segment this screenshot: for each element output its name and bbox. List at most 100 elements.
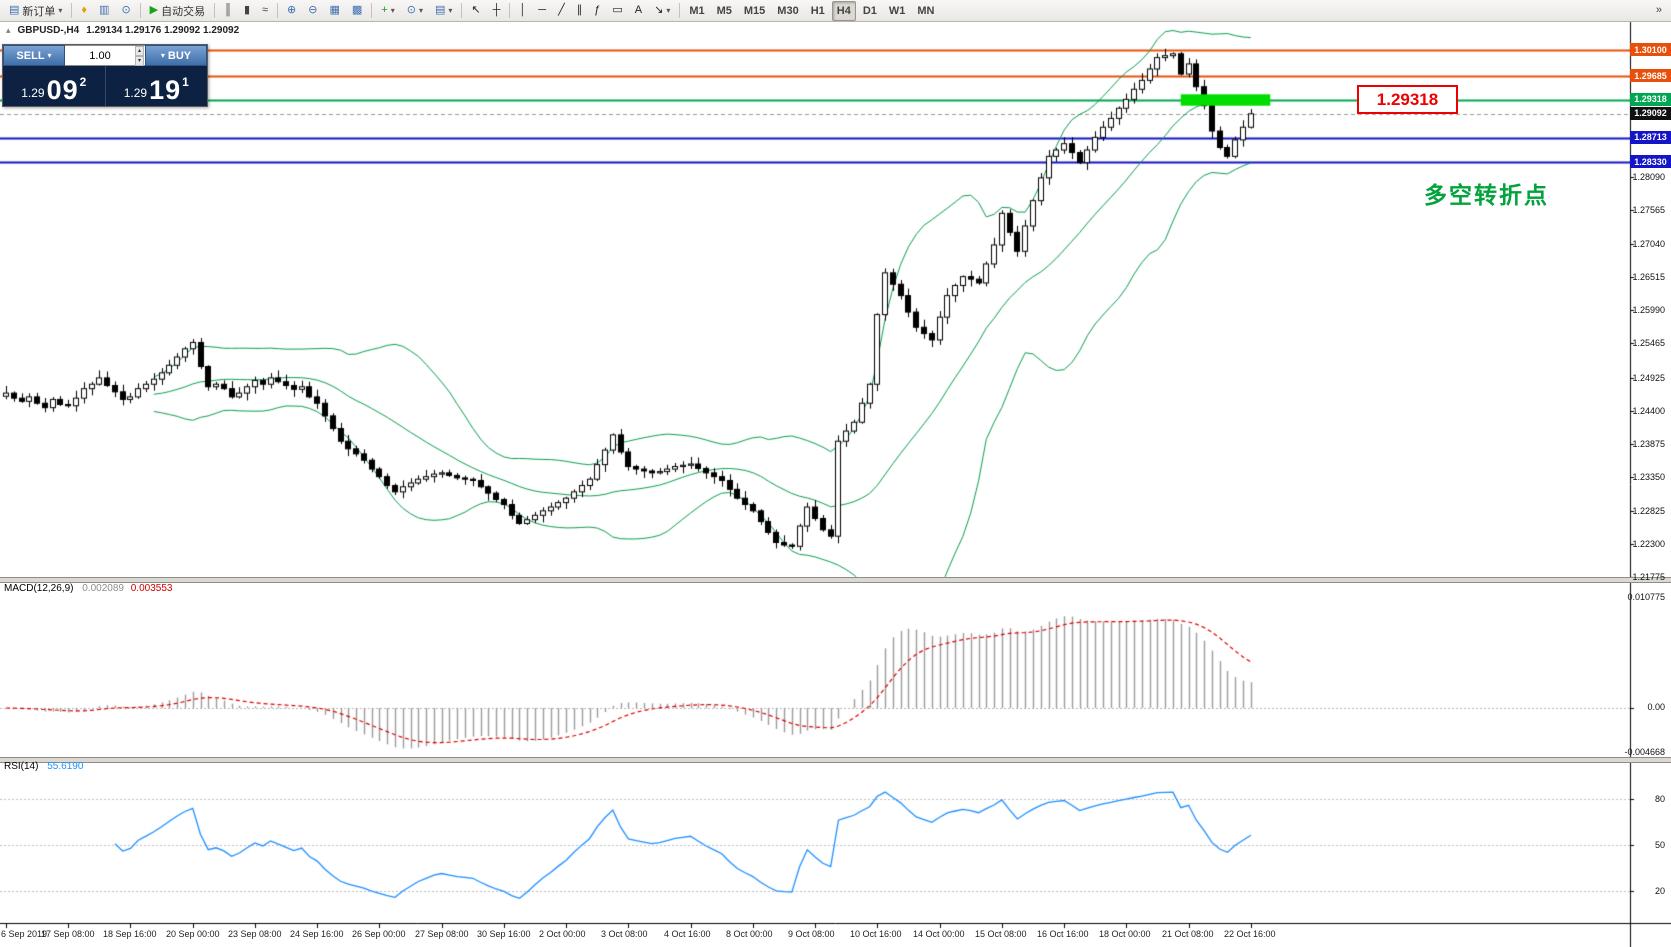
timeframe-w1-label: W1 bbox=[888, 4, 906, 17]
lot-decrease-button[interactable]: ▾ bbox=[134, 55, 144, 66]
arrows-button[interactable]: ↘ ▾ bbox=[649, 1, 675, 21]
caret-down-icon: ▾ bbox=[58, 6, 63, 15]
favorites-button[interactable]: ♦ bbox=[76, 1, 92, 21]
time-axis-label: 20 Sep 00:00 bbox=[166, 929, 220, 939]
refresh-button[interactable]: ⊙ bbox=[116, 1, 135, 21]
timeframe-m5[interactable]: M5 bbox=[712, 1, 737, 21]
timeframe-w1[interactable]: W1 bbox=[884, 1, 911, 21]
zoom-in-icon: ⊕ bbox=[287, 4, 297, 16]
timeframe-mn-label: MN bbox=[917, 4, 935, 17]
lot-spinner: ▴ ▾ bbox=[134, 45, 144, 66]
horizontal-line-button[interactable]: ─ bbox=[533, 1, 551, 21]
panel-divider-rsi[interactable] bbox=[0, 757, 1671, 763]
cascade-windows-button[interactable]: ▩ bbox=[347, 1, 367, 21]
caret-down-icon[interactable]: ▾ bbox=[160, 51, 165, 60]
fibonacci-icon: ƒ bbox=[594, 4, 601, 16]
toolbar-separator bbox=[679, 3, 681, 18]
panel-divider-macd[interactable] bbox=[0, 577, 1671, 583]
bid-prefix: 1.29 bbox=[21, 86, 45, 100]
ask-prefix: 1.29 bbox=[123, 86, 148, 100]
fibonacci-button[interactable]: ƒ bbox=[589, 1, 605, 21]
symbol-title: GBPUSD-,H4 bbox=[17, 25, 80, 36]
profiles-button[interactable]: ▥ bbox=[94, 1, 114, 21]
vertical-line-button[interactable]: │ bbox=[514, 1, 531, 21]
lot-size-field: ▴ ▾ bbox=[65, 45, 145, 66]
timeframe-d1[interactable]: D1 bbox=[858, 1, 882, 21]
indicators-button[interactable]: + ▾ bbox=[376, 1, 399, 21]
crosshair-button[interactable]: ┼ bbox=[488, 1, 506, 21]
timeframe-m30-label: M30 bbox=[777, 4, 799, 17]
time-axis-label: 17 Sep 08:00 bbox=[41, 929, 95, 939]
time-axis-label: 4 Oct 16:00 bbox=[664, 929, 711, 939]
cascade-windows-icon: ▩ bbox=[351, 4, 363, 16]
zoom-out-button[interactable]: ⊖ bbox=[303, 1, 322, 21]
zoom-in-button[interactable]: ⊕ bbox=[282, 1, 301, 21]
sell-button[interactable]: SELL ▾ bbox=[3, 45, 65, 66]
horizontal-line-icon: ─ bbox=[538, 4, 547, 16]
line-chart-icon: ≈ bbox=[262, 4, 269, 16]
toolbar-separator bbox=[277, 3, 279, 18]
new-order-button-label: 新订单 bbox=[22, 5, 56, 18]
time-axis-label: 30 Sep 16:00 bbox=[477, 929, 531, 939]
time-axis-label: 3 Oct 08:00 bbox=[601, 929, 648, 939]
price-tick-label: 1.23875 bbox=[1632, 439, 1665, 450]
macd-scale-top: 0.010775 bbox=[1627, 592, 1665, 602]
resistance-1-tag: 1.30100 bbox=[1630, 43, 1671, 56]
oct-collapse-arrow[interactable]: ▴ bbox=[6, 25, 11, 35]
time-axis-label: 26 Sep 00:00 bbox=[352, 929, 406, 939]
text-button[interactable]: A bbox=[630, 1, 647, 21]
bar-chart-button[interactable]: ║ bbox=[219, 1, 237, 21]
line-chart-button[interactable]: ≈ bbox=[257, 1, 273, 21]
price-tick-label: 1.22825 bbox=[1632, 505, 1665, 516]
caret-down-icon[interactable]: ▾ bbox=[47, 51, 52, 60]
price-level-callout[interactable]: 1.29318 bbox=[1357, 85, 1458, 114]
candlestick-chart-button[interactable]: ▮ bbox=[239, 1, 255, 21]
price-tick-label: 1.25990 bbox=[1632, 305, 1665, 316]
new-order-button[interactable]: ▤ 新订单 ▾ bbox=[4, 1, 67, 21]
macd-scale-bottom: -0.004668 bbox=[1624, 747, 1665, 757]
timeframe-m15[interactable]: M15 bbox=[739, 1, 770, 21]
cursor-button[interactable]: ↖ bbox=[466, 1, 485, 21]
price-tick-label: 1.26515 bbox=[1632, 271, 1665, 282]
resistance-2-tag: 1.29685 bbox=[1630, 69, 1671, 83]
time-axis-label: 2 Oct 00:00 bbox=[539, 929, 586, 939]
autotrading-button[interactable]: ▶ 自动交易 bbox=[145, 1, 210, 21]
channel-button[interactable]: ∥ bbox=[572, 1, 588, 21]
timeframe-mn[interactable]: MN bbox=[912, 1, 939, 21]
templates-button[interactable]: ▤ ▾ bbox=[430, 1, 457, 21]
buy-button[interactable]: ▾ BUY bbox=[145, 45, 207, 66]
template-icon: ▤ bbox=[434, 4, 446, 16]
turning-point-annotation[interactable]: 多空转折点 bbox=[1424, 182, 1549, 208]
buy-button-label: BUY bbox=[167, 49, 192, 62]
lot-size-input[interactable] bbox=[65, 46, 145, 65]
symbol-ohlc-values: 1.29134 1.29176 1.29092 1.29092 bbox=[86, 25, 240, 36]
macd-scale-zero: 0.00 bbox=[1647, 702, 1665, 712]
bid-pip-digit: 2 bbox=[79, 75, 87, 89]
toolbar: ▤ 新订单 ▾ ♦ ▥ ⊙ ▶ 自动交易 ║ ▮ ≈ ⊕ ⊖ ▦ ▩ + ▾ ⊙ ▾ ▤ ▾ ↖ ┼ │ ─ ╱ ∥ ƒ ▭ A ↘ ▾ M1 M… bbox=[0, 0, 1671, 22]
toolbar-more-button[interactable]: » bbox=[1651, 1, 1667, 21]
rsi-scale-50: 50 bbox=[1654, 840, 1665, 850]
timeframe-m1[interactable]: M1 bbox=[684, 1, 709, 21]
text-icon: A bbox=[634, 4, 643, 16]
tile-windows-button[interactable]: ▦ bbox=[324, 1, 344, 21]
time-axis-label: 22 Oct 16:00 bbox=[1224, 929, 1276, 939]
time-axis-label: 16 Oct 16:00 bbox=[1037, 929, 1089, 939]
trade-panel-quotes: 1.29 09 2 1.29 19 1 bbox=[3, 66, 207, 106]
trendline-button[interactable]: ╱ bbox=[553, 1, 570, 21]
favorites-icon: ♦ bbox=[81, 4, 88, 16]
price-tick-label: 1.27040 bbox=[1632, 238, 1665, 249]
timeframe-h4[interactable]: H4 bbox=[831, 0, 856, 21]
caret-down-icon: ▾ bbox=[418, 6, 423, 15]
caret-down-icon: ▾ bbox=[666, 6, 671, 15]
time-axis-label: 18 Oct 00:00 bbox=[1099, 929, 1151, 939]
timeframe-h1[interactable]: H1 bbox=[806, 1, 830, 21]
price-tick-label: 1.21775 bbox=[1632, 572, 1665, 582]
periods-button[interactable]: ⊙ ▾ bbox=[402, 1, 428, 21]
lot-increase-button[interactable]: ▴ bbox=[134, 45, 144, 56]
shapes-button[interactable]: ▭ bbox=[607, 1, 627, 21]
price-tick-label: 1.24400 bbox=[1632, 405, 1665, 416]
timeframe-m30[interactable]: M30 bbox=[772, 1, 803, 21]
symbol-info: ▴ GBPUSD-,H4 1.29134 1.29176 1.29092 1.2… bbox=[6, 25, 239, 36]
autotrading-play-icon: ▶ bbox=[149, 4, 159, 16]
